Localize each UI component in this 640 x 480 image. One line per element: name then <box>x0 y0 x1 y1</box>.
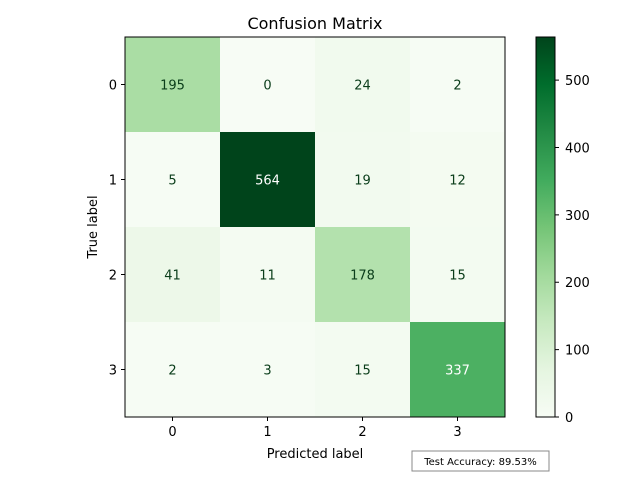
heatmap-cell <box>220 132 316 228</box>
y-tick-label: 2 <box>109 269 117 284</box>
cell-value-label: 15 <box>449 269 466 284</box>
colorbar-ticks: 0 100 200 300 400 500 <box>555 74 590 426</box>
heatmap-cells <box>125 37 506 418</box>
cell-value-label: 3 <box>263 364 271 379</box>
cell-value-label: 24 <box>354 79 371 94</box>
heatmap-cell <box>410 37 506 133</box>
y-axis-label: True label <box>86 195 101 259</box>
cell-value-label: 5 <box>168 174 176 189</box>
heatmap-cell <box>315 37 411 133</box>
cell-value-label: 41 <box>164 269 181 284</box>
cell-value-label: 12 <box>449 174 466 189</box>
y-axis-ticks: 0 1 2 3 <box>109 79 125 379</box>
accuracy-text: Test Accuracy: 89.53% <box>423 457 536 468</box>
y-tick-label: 1 <box>109 174 117 189</box>
heatmap-cell <box>125 322 221 418</box>
heatmap-cell <box>315 322 411 418</box>
heatmap-cell <box>125 227 221 323</box>
colorbar <box>535 36 556 418</box>
cell-value-label: 0 <box>263 79 271 94</box>
colorbar-tick-label: 0 <box>565 411 573 426</box>
x-tick-label: 3 <box>453 425 461 440</box>
heatmap-cell <box>410 227 506 323</box>
colorbar-tick-label: 500 <box>565 74 590 89</box>
cell-value-label: 19 <box>354 174 371 189</box>
heatmap-cell <box>220 322 316 418</box>
heatmap-frame <box>124 36 506 418</box>
accuracy-box: Test Accuracy: 89.53% <box>411 450 550 472</box>
heatmap-cell <box>220 227 316 323</box>
chart-title: Confusion Matrix <box>247 14 382 33</box>
cell-value-label: 11 <box>259 269 276 284</box>
heatmap-cell <box>125 37 221 133</box>
colorbar-tick-label: 300 <box>565 209 590 224</box>
x-tick-label: 1 <box>263 425 271 440</box>
x-axis-ticks: 0 1 2 3 <box>168 417 462 440</box>
heatmap-cell <box>220 37 316 133</box>
colorbar-tick-label: 200 <box>565 276 590 291</box>
heatmap-cell <box>315 132 411 228</box>
cell-value-label: 337 <box>445 364 470 379</box>
heatmap-cell <box>125 132 221 228</box>
heatmap-cell <box>410 322 506 418</box>
cell-value-label: 2 <box>453 79 461 94</box>
heatmap-value-labels: 195 0 24 2 5 564 19 12 41 11 178 15 2 3 15 337 <box>160 79 470 379</box>
cell-value-label: 195 <box>160 79 185 94</box>
y-tick-label: 3 <box>109 364 117 379</box>
y-tick-label: 0 <box>109 79 117 94</box>
cell-value-label: 2 <box>168 364 176 379</box>
colorbar-tick-label: 400 <box>565 141 590 156</box>
x-axis-label: Predicted label <box>267 447 364 462</box>
x-tick-label: 2 <box>358 425 366 440</box>
cell-value-label: 15 <box>354 364 371 379</box>
heatmap-cell <box>410 132 506 228</box>
cell-value-label: 564 <box>255 174 280 189</box>
heatmap-cell <box>315 227 411 323</box>
colorbar-tick-label: 100 <box>565 344 590 359</box>
x-tick-label: 0 <box>168 425 176 440</box>
cell-value-label: 178 <box>350 269 375 284</box>
